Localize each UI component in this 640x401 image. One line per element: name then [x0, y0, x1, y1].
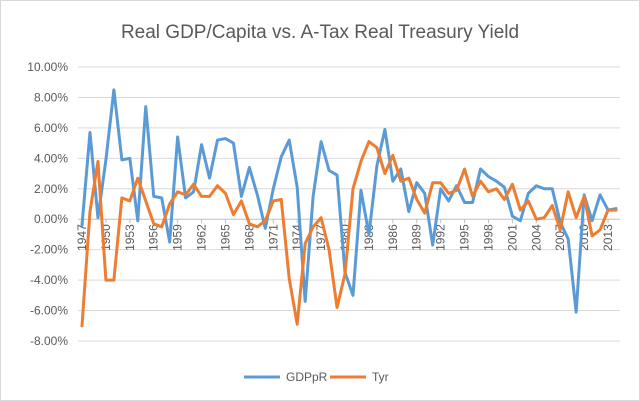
y-tick-label: 6.00%	[34, 121, 68, 135]
y-tick-label: -8.00%	[30, 334, 68, 348]
chart-title: Real GDP/Capita vs. A-Tax Real Treasury …	[121, 22, 519, 43]
x-tick-label: 2013	[601, 224, 615, 251]
y-axis-ticks: 10.00% 8.00% 6.00% 4.00% 2.00% 0.00% -2.00% -4.…	[27, 60, 68, 348]
legend: GDPpR Tyr	[244, 370, 389, 384]
x-tick-label: 1989	[410, 224, 424, 251]
x-tick-label: 1983	[362, 224, 376, 251]
x-tick-label: 1965	[218, 224, 232, 251]
x-tick-label: 1992	[434, 224, 448, 251]
x-tick-label: 1959	[171, 224, 185, 251]
gridlines	[78, 66, 620, 342]
y-tick-label: 2.00%	[34, 182, 68, 196]
x-tick-label: 1947	[75, 224, 89, 251]
x-tick-label: 1953	[123, 224, 137, 251]
legend-label-gdppr: GDPpR	[286, 370, 328, 384]
x-tick-label: 1971	[266, 224, 280, 251]
series-lines	[80, 88, 618, 328]
x-tick-label: 1962	[195, 224, 209, 251]
y-tick-label: -2.00%	[30, 243, 68, 257]
y-tick-label: -6.00%	[30, 304, 68, 318]
legend-label-tyr: Tyr	[372, 370, 389, 384]
x-tick-label: 1956	[147, 224, 161, 251]
series-line-gdppr	[80, 88, 618, 314]
x-tick-label: 1986	[386, 224, 400, 251]
x-tick-label: 2001	[505, 224, 519, 251]
y-tick-label: -4.00%	[30, 273, 68, 287]
y-tick-label: 4.00%	[34, 151, 68, 165]
x-tick-label: 1995	[458, 224, 472, 251]
x-tick-label: 1968	[242, 224, 256, 251]
y-tick-label: 10.00%	[27, 60, 68, 74]
series-line-tyr	[80, 140, 618, 328]
x-tick-label: 1998	[481, 224, 495, 251]
x-tick-label: 2004	[529, 224, 543, 251]
y-tick-label: 0.00%	[34, 212, 68, 226]
y-tick-label: 8.00%	[34, 90, 68, 104]
